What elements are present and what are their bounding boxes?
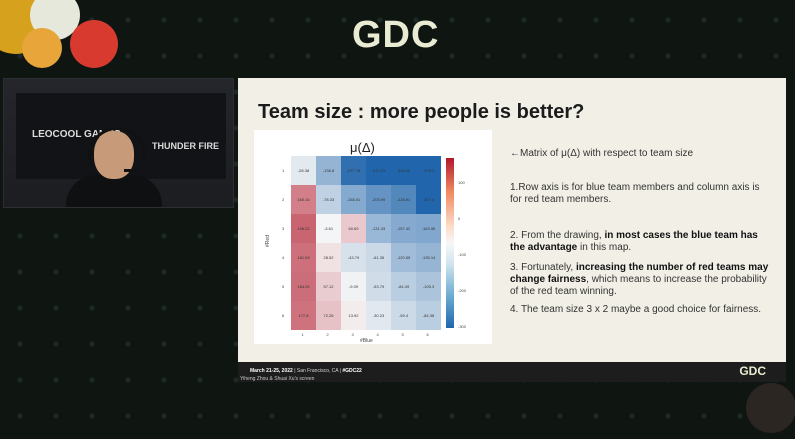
gdc-logo: GDC <box>352 14 440 56</box>
heatmap-cell: -3.61 <box>316 214 341 243</box>
x-tick: 4 <box>376 332 379 337</box>
heatmap-cell: -307.4 <box>416 185 441 214</box>
heatmap-panel: μ(Δ) -28.38 -136.8 -277.78 -317.21 -343.15 -3… <box>254 130 492 344</box>
footer-location: | San Francisco, CA | <box>292 368 343 374</box>
heatmap-cell: -84.49 <box>391 272 416 301</box>
heatmap-cell: -158.51 <box>341 185 366 214</box>
heatmap-title: μ(Δ) <box>350 140 375 155</box>
heatmap-cell: -59.4 <box>391 301 416 330</box>
heatmap-grid: -28.38 -136.8 -277.78 -317.21 -343.15 -375.1 1… <box>291 156 441 330</box>
footer-hashtag: #GDC22 <box>342 368 362 374</box>
x-tick: 2 <box>326 332 329 337</box>
heatmap-cell: -28.38 <box>291 156 316 185</box>
point-2-text-a: 2. From the drawing, <box>510 230 605 241</box>
brand-right: THUNDER FIRE <box>152 141 219 151</box>
colorbar-tick: -200 <box>458 288 467 293</box>
decor-circle-3 <box>70 20 118 68</box>
heatmap-cell: 181.09 <box>291 243 316 272</box>
point-3-text-a: 3. Fortunately, <box>510 262 576 273</box>
heatmap-cell: -343.15 <box>391 156 416 185</box>
x-tick: 1 <box>301 332 304 337</box>
x-tick: 5 <box>401 332 404 337</box>
slide-footer: March 21-25, 2022 | San Francisco, CA | … <box>238 362 786 382</box>
heatmap-cell: -78.33 <box>316 185 341 214</box>
heatmap-cell: 184.25 <box>291 272 316 301</box>
footer-gdc-logo: GDC <box>739 364 766 378</box>
x-tick: 3 <box>351 332 354 337</box>
point-2: 2. From the drawing, in most cases the b… <box>510 230 772 254</box>
heatmap-cell: 72.26 <box>316 301 341 330</box>
heatmap-cell: -163.96 <box>416 214 441 243</box>
point-3-text-c: , which means to increase the probabilit… <box>510 274 767 297</box>
colorbar <box>446 158 454 328</box>
heatmap-cell: -53.79 <box>366 272 391 301</box>
y-tick: 2 <box>282 196 285 202</box>
heatmap-cell: -277.78 <box>341 156 366 185</box>
y-tick: 5 <box>282 283 285 289</box>
heatmap-cell: -43.79 <box>341 243 366 272</box>
y-axis-label: #Red <box>264 235 271 247</box>
decor-circle-4 <box>22 28 62 68</box>
point-2-emphasis: in most cases the blue team has the adva… <box>510 230 758 253</box>
speaker-body <box>66 175 162 207</box>
y-tick: 3 <box>282 225 285 231</box>
point-1: 1.Row axis is for blue team members and … <box>510 182 760 205</box>
heatmap-cell: -120.55 <box>391 243 416 272</box>
x-tick: 6 <box>426 332 429 337</box>
footer-date: March 21-25, 2022 <box>250 368 293 374</box>
point-0: ←Matrix of μ(Δ) with respect to team siz… <box>510 148 694 159</box>
heatmap-cell: -136.8 <box>316 156 341 185</box>
y-tick: 6 <box>282 312 285 318</box>
heatmap-cell: -157.42 <box>391 214 416 243</box>
x-axis-label: #Blue <box>360 338 373 344</box>
y-tick: 4 <box>282 254 285 260</box>
speaker-webcam: LEOCOOL GAMES THUNDER FIRE <box>3 78 234 208</box>
footer-date-line: March 21-25, 2022 | San Francisco, CA | … <box>250 368 362 374</box>
heatmap-cell: -30.23 <box>366 301 391 330</box>
point-3: 3. Fortunately, increasing the number of… <box>510 262 772 298</box>
colorbar-tick: 100 <box>458 180 465 185</box>
slide-title: Team size : more people is better? <box>258 101 585 123</box>
heatmap-cell: -203.99 <box>366 185 391 214</box>
heatmap-cell: 13.92 <box>341 301 366 330</box>
heatmap-cell: 160.16 <box>291 185 316 214</box>
heatmap-cell: -9.09 <box>341 272 366 301</box>
slide: Team size : more people is better? μ(Δ) … <box>238 78 786 370</box>
heatmap-cell: -105.3 <box>416 272 441 301</box>
microphone <box>124 169 138 172</box>
point-3-emphasis: increasing the number of red teams may c… <box>510 262 769 285</box>
heatmap-cell: -61.35 <box>366 243 391 272</box>
heatmap-cell: -84.38 <box>416 301 441 330</box>
heatmap-cell: 57.12 <box>316 272 341 301</box>
brand-left: LEOCOOL GAMES <box>32 129 121 140</box>
point-4: 4. The team size 3 x 2 maybe a good choi… <box>510 304 762 315</box>
colorbar-tick: 0 <box>458 216 461 221</box>
colorbar-tick: -300 <box>458 324 467 329</box>
heatmap-cell: 60.69 <box>341 214 366 243</box>
heatmap-cell: -135.14 <box>416 243 441 272</box>
heatmap-cell: 28.52 <box>316 243 341 272</box>
heatmap-cell: 196.22 <box>291 214 316 243</box>
colorbar-tick: -100 <box>458 252 467 257</box>
heatmap-cell: -317.21 <box>366 156 391 185</box>
heatmap-cell: 177.8 <box>291 301 316 330</box>
screen-share-label: Yiheng Zhou & Shuai Xu's screen <box>240 376 315 382</box>
point-2-text-c: in this map. <box>577 242 632 253</box>
heatmap-cell: -375.1 <box>416 156 441 185</box>
y-tick: 1 <box>282 167 285 173</box>
heatmap-cell: -228.91 <box>391 185 416 214</box>
decor-circle-5 <box>746 383 795 433</box>
heatmap-cell: -131.33 <box>366 214 391 243</box>
